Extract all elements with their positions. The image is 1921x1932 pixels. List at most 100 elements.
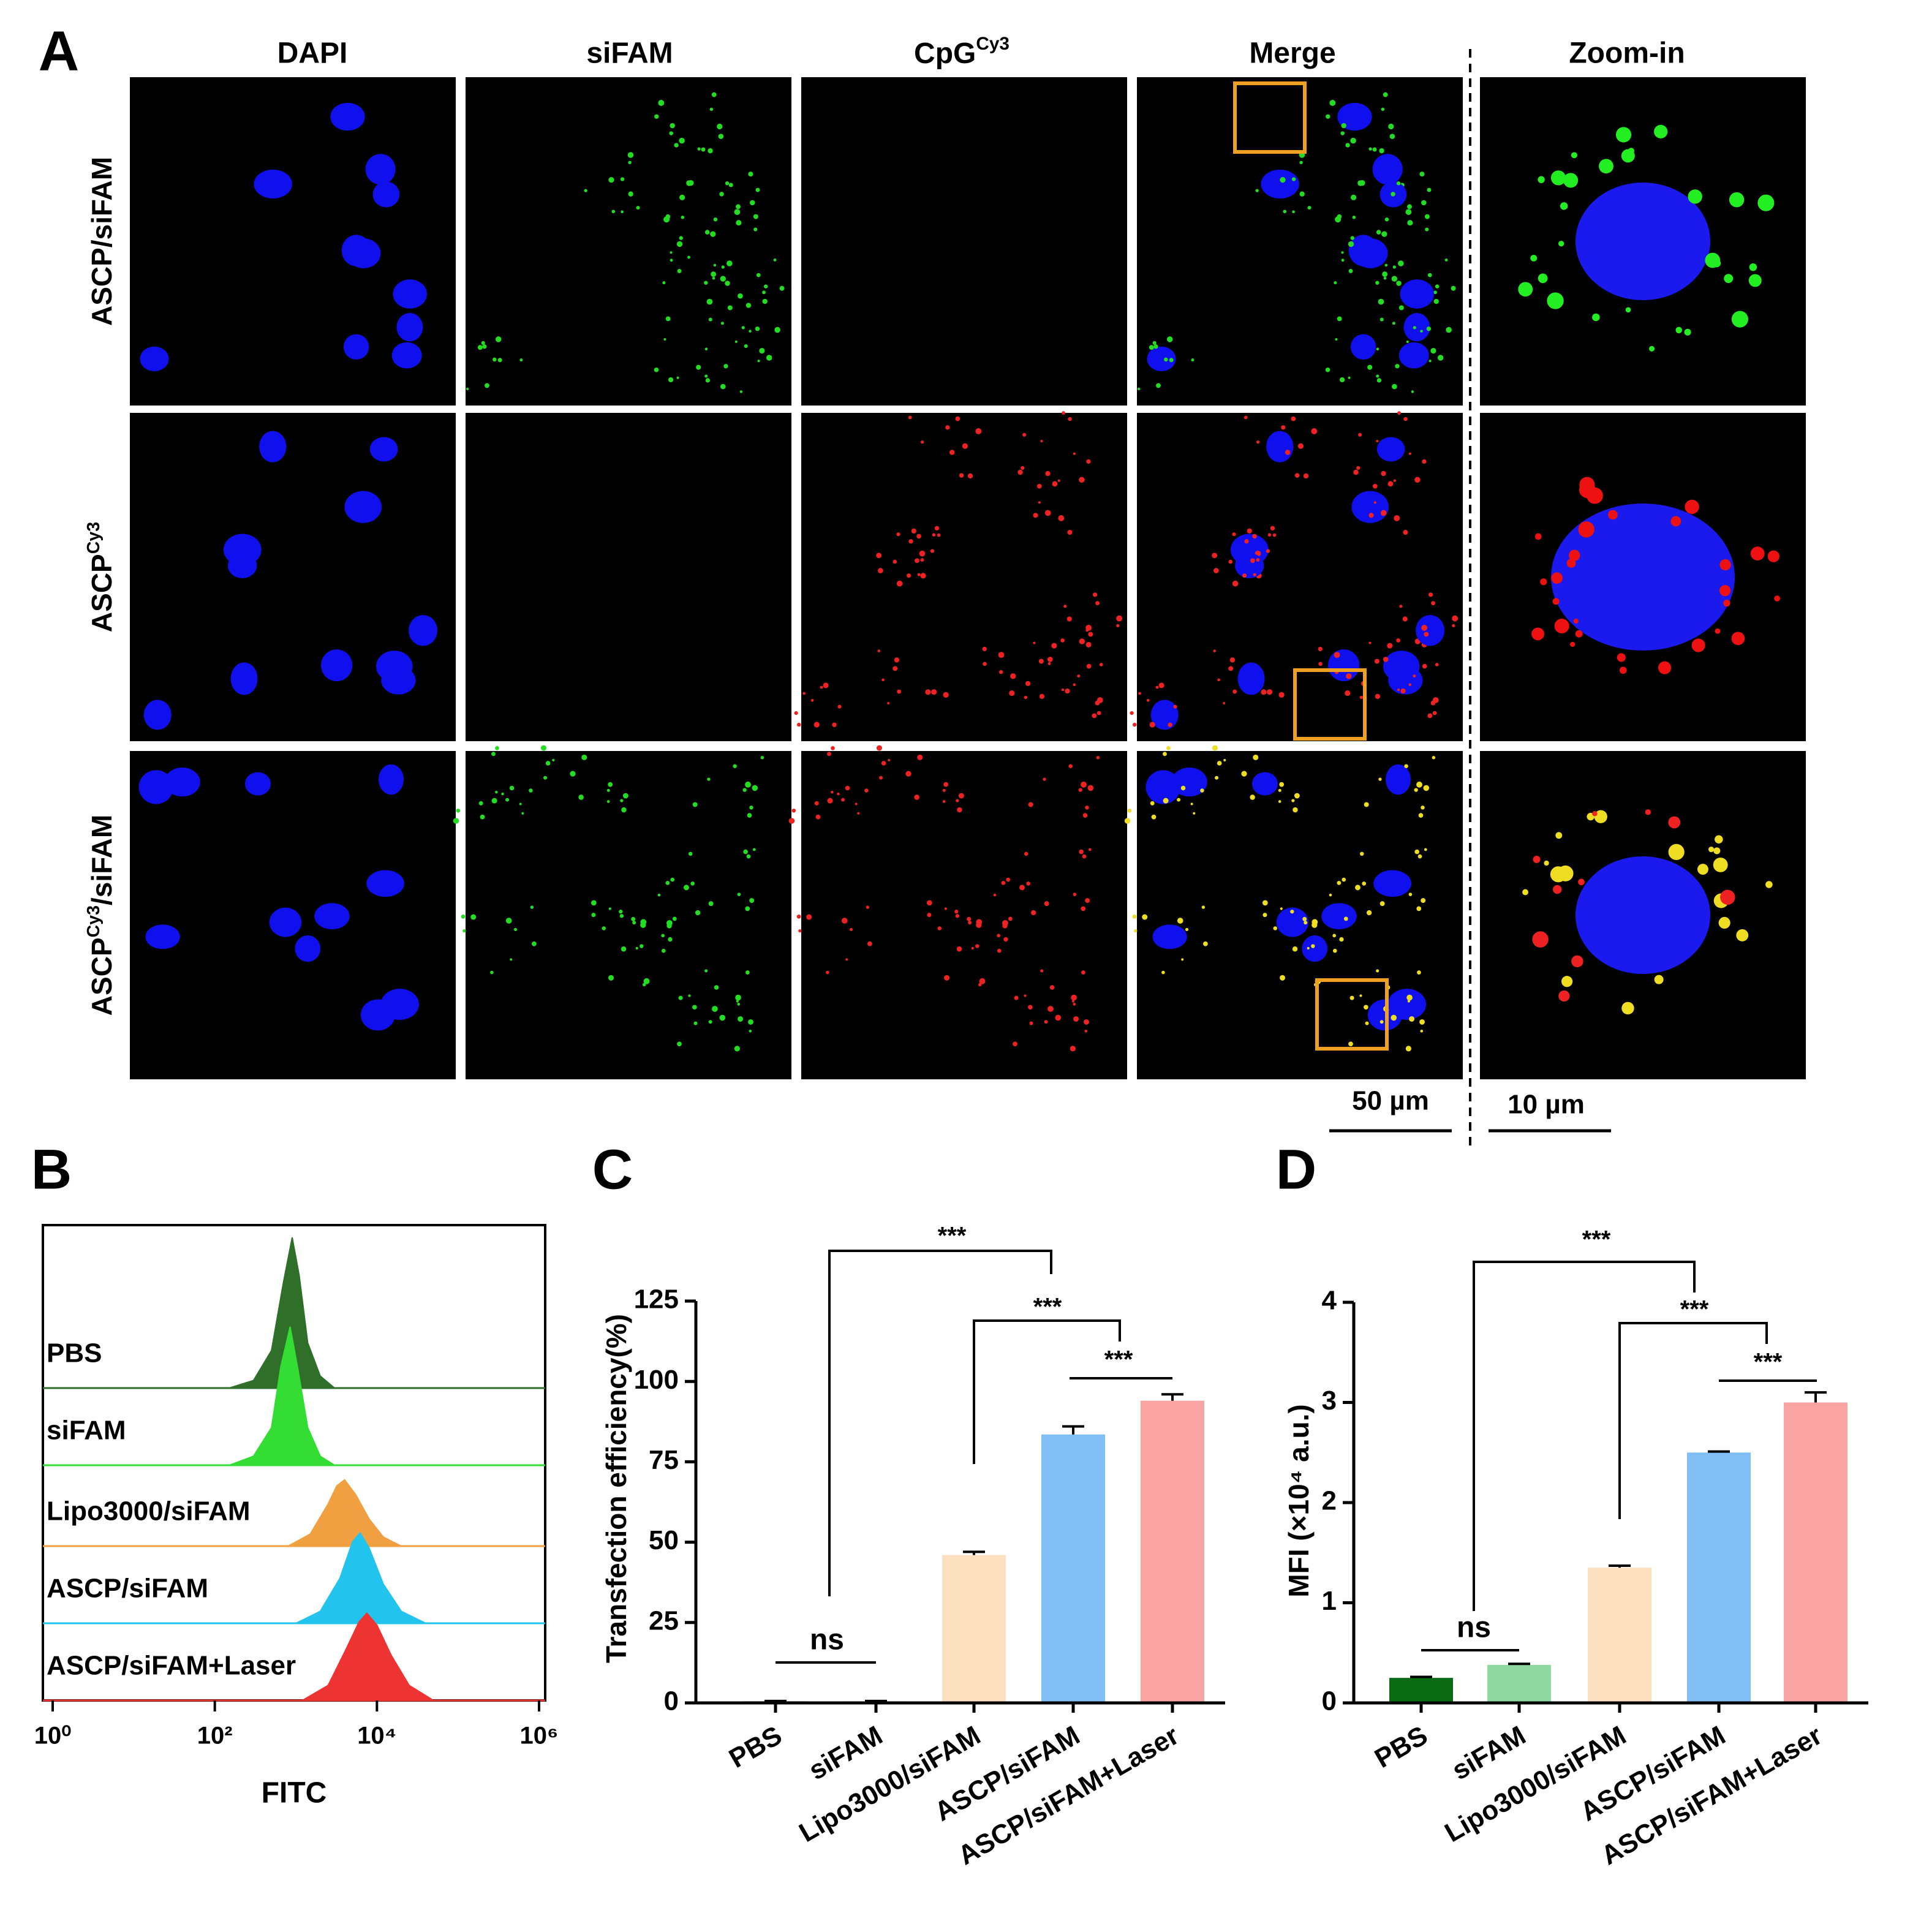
signal-dot	[1203, 941, 1208, 946]
signal-dot	[1241, 771, 1247, 777]
x-tick-label: 10⁰	[34, 1723, 72, 1749]
signal-dot	[1422, 459, 1427, 464]
signal-dot	[635, 946, 638, 950]
signal-dot	[1318, 646, 1323, 652]
signal-dot	[728, 183, 733, 187]
signal-dot	[1081, 781, 1087, 788]
signal-dot	[1547, 292, 1564, 309]
nucleus	[1373, 870, 1411, 897]
signal-dot	[1705, 252, 1721, 268]
signal-dot	[1359, 179, 1365, 186]
signal-dot	[705, 378, 711, 383]
signal-dot	[1398, 260, 1404, 266]
signal-dot	[967, 916, 972, 921]
nucleus	[1152, 924, 1187, 949]
signal-dot	[1571, 955, 1583, 968]
signal-dot	[710, 231, 716, 237]
signal-dot	[1029, 1021, 1033, 1025]
signal-dot	[1378, 298, 1384, 305]
signal-dot	[1311, 922, 1318, 928]
signal-dot	[1391, 383, 1397, 390]
signal-dot	[978, 983, 982, 987]
nucleus-zoom	[1576, 856, 1710, 974]
signal-dot	[621, 807, 627, 813]
signal-dot	[1435, 284, 1440, 289]
signal-dot	[665, 881, 670, 885]
signal-dot	[532, 941, 537, 946]
nucleus	[1398, 342, 1429, 369]
signal-dot	[1715, 628, 1721, 634]
nucleus	[1351, 491, 1389, 523]
zoom-box	[1293, 668, 1367, 741]
signal-dot	[505, 918, 512, 924]
signal-dot	[1081, 970, 1085, 975]
signal-dot	[1350, 137, 1356, 144]
micrograph	[801, 77, 1127, 406]
signal-dot	[1019, 885, 1025, 891]
signal-dot	[788, 818, 795, 824]
signal-dot	[1087, 785, 1094, 791]
signal-dot	[976, 922, 982, 928]
signal-dot	[1367, 364, 1373, 370]
signal-dot	[1047, 662, 1051, 665]
error-bar	[1708, 1450, 1730, 1453]
signal-dot	[1009, 690, 1015, 696]
signal-dot	[674, 143, 679, 148]
nucleus	[372, 181, 400, 208]
signal-dot	[745, 906, 750, 911]
signal-dot	[1372, 147, 1377, 152]
signal-dot	[1062, 411, 1065, 415]
nucleus	[1383, 651, 1420, 682]
row-label: ASCP/siFAM	[86, 157, 118, 326]
signal-dot	[794, 711, 798, 715]
signal-dot	[456, 809, 461, 813]
signal-dot	[773, 258, 777, 262]
signal-dot	[611, 209, 616, 214]
signal-dot	[1358, 432, 1362, 437]
signal-dot	[1036, 483, 1042, 489]
signal-dot	[552, 758, 555, 762]
signal-dot	[725, 281, 730, 286]
signal-dot	[766, 355, 772, 361]
signal-dot	[937, 926, 942, 930]
signal-dot	[1279, 782, 1285, 787]
signal-dot	[955, 914, 960, 918]
signal-dot	[845, 785, 850, 791]
nucleus	[1328, 649, 1360, 682]
signal-dot	[719, 192, 724, 197]
signal-dot	[570, 771, 576, 777]
signal-dot	[1540, 578, 1547, 586]
signal-dot	[1403, 530, 1408, 535]
signal-dot	[1359, 695, 1364, 700]
row-label-part: ASCP	[86, 554, 118, 632]
signal-dot	[1180, 785, 1186, 791]
signal-dot	[1418, 813, 1424, 818]
signal-dot	[1557, 865, 1574, 881]
signal-dot	[670, 258, 673, 262]
signal-dot	[908, 539, 913, 544]
signal-dot	[1432, 756, 1436, 760]
signal-dot	[1092, 592, 1098, 597]
signal-dot	[485, 383, 489, 388]
signal-dot	[688, 994, 691, 997]
signal-dot	[1368, 641, 1372, 644]
signal-dot	[1348, 269, 1353, 273]
signal-dot	[628, 191, 633, 197]
signal-dot	[721, 265, 725, 269]
signal-dot	[1340, 131, 1345, 135]
signal-dot	[1578, 521, 1595, 538]
signal-dot	[749, 898, 755, 904]
signal-dot	[1355, 885, 1361, 891]
signal-dot	[806, 914, 812, 920]
nucleus	[396, 313, 423, 342]
signal-dot	[975, 428, 982, 434]
signal-dot	[1150, 801, 1155, 806]
signal-dot	[1065, 688, 1070, 694]
signal-dot	[1452, 615, 1459, 622]
signal-dot	[1413, 326, 1416, 330]
signal-dot	[797, 722, 801, 727]
signal-dot	[749, 1029, 752, 1033]
signal-dot	[606, 800, 610, 803]
signal-dot	[1153, 344, 1158, 349]
